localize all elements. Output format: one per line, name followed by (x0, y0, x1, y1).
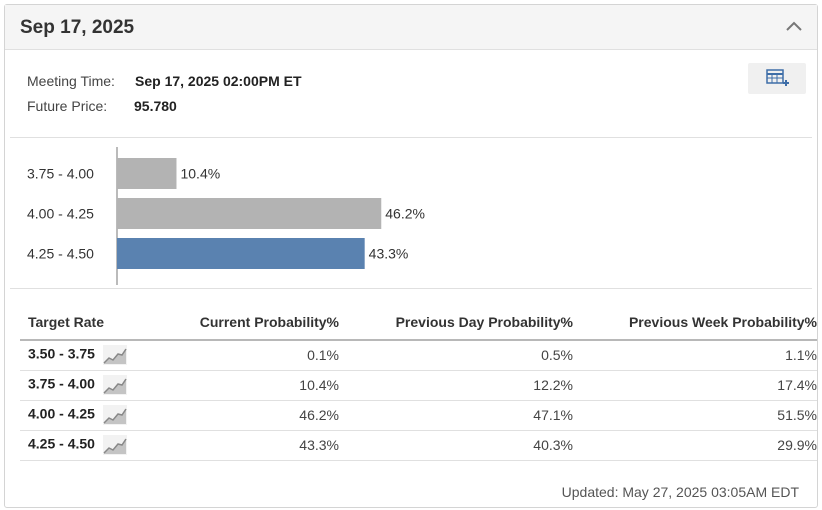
divider (10, 288, 812, 289)
current-probability-cell: 43.3% (170, 430, 339, 461)
line-chart-icon[interactable] (102, 405, 127, 425)
target-rate-cell: 4.00 - 4.25 (20, 400, 170, 431)
table-row: 4.25 - 4.50 43.3% 40.3% 29.9% (20, 430, 817, 461)
updated-timestamp: Updated: May 27, 2025 03:05AM EDT (561, 484, 799, 500)
col-header-prev-day: Previous Day Probability% (339, 311, 573, 341)
prev-week-probability-cell: 17.4% (573, 370, 817, 401)
prev-week-probability-cell: 1.1% (573, 340, 817, 371)
probability-bar[interactable] (117, 198, 382, 229)
target-rate-label: 3.50 - 3.75 (28, 345, 95, 362)
bar-value-label: 46.2% (385, 206, 425, 222)
future-price-row: Future Price: 95.780 (27, 98, 177, 114)
bar-category-label: 4.00 - 4.25 (27, 206, 94, 222)
target-rate-cell: 3.75 - 4.00 (20, 370, 170, 401)
line-chart-icon[interactable] (102, 375, 127, 395)
meeting-date-title: Sep 17, 2025 (20, 17, 135, 38)
probability-bar[interactable] (117, 238, 365, 269)
bar-category-label: 4.25 - 4.50 (27, 246, 94, 262)
table-header-row: Target Rate Current Probability% Previou… (20, 311, 817, 341)
divider (10, 137, 812, 138)
line-chart-icon[interactable] (102, 345, 127, 366)
bar-category-label: 3.75 - 4.00 (27, 166, 94, 182)
probability-panel: Sep 17, 2025 Meeting Time: Sep 17, 2025 … (4, 4, 818, 508)
col-header-current: Current Probability% (170, 311, 339, 341)
prev-day-probability-cell: 40.3% (339, 430, 573, 461)
line-chart-icon[interactable] (102, 435, 127, 455)
probability-bar[interactable] (117, 158, 177, 189)
chevron-up-icon (786, 21, 802, 31)
bar-value-label: 10.4% (180, 166, 220, 182)
current-probability-cell: 10.4% (170, 370, 339, 401)
target-rate-cell: 3.50 - 3.75 (20, 340, 170, 371)
collapse-button[interactable] (781, 15, 807, 39)
meeting-time-row: Meeting Time: Sep 17, 2025 02:00PM ET (27, 73, 302, 89)
table-add-icon (766, 69, 789, 86)
future-price-label: Future Price: (27, 98, 108, 114)
meeting-time-value: Sep 17, 2025 02:00PM ET (135, 73, 302, 89)
probability-bar-chart: 3.75 - 4.00 10.4% 4.00 - 4.25 46.2% 4.25 - 4… (5, 145, 817, 285)
target-rate-label: 4.25 - 4.50 (28, 435, 95, 452)
prev-day-probability-cell: 47.1% (339, 400, 573, 431)
panel-header: Sep 17, 2025 (5, 5, 817, 50)
prev-day-probability-cell: 12.2% (339, 370, 573, 401)
prev-day-probability-cell: 0.5% (339, 340, 573, 371)
bar-value-label: 43.3% (369, 246, 409, 262)
target-rate-cell: 4.25 - 4.50 (20, 430, 170, 461)
table-row: 3.50 - 3.75 0.1% 0.5% 1.1% (20, 340, 817, 371)
meeting-time-label: Meeting Time: (27, 73, 115, 89)
col-header-prev-week: Previous Week Probability% (573, 311, 817, 341)
prev-week-probability-cell: 29.9% (573, 430, 817, 461)
prev-week-probability-cell: 51.5% (573, 400, 817, 431)
export-table-button[interactable] (748, 63, 806, 94)
table-row: 4.00 - 4.25 46.2% 47.1% 51.5% (20, 400, 817, 431)
future-price-value: 95.780 (134, 98, 177, 114)
current-probability-cell: 46.2% (170, 400, 339, 431)
target-rate-label: 4.00 - 4.25 (28, 405, 95, 422)
table-row: 3.75 - 4.00 10.4% 12.2% 17.4% (20, 370, 817, 401)
target-rate-label: 3.75 - 4.00 (28, 375, 95, 392)
probability-table: Target Rate Current Probability% Previou… (20, 311, 817, 461)
current-probability-cell: 0.1% (170, 340, 339, 371)
col-header-target-rate: Target Rate (20, 311, 170, 341)
chart-canvas: 3.75 - 4.00 10.4% 4.00 - 4.25 46.2% 4.25 - 4… (27, 147, 425, 285)
